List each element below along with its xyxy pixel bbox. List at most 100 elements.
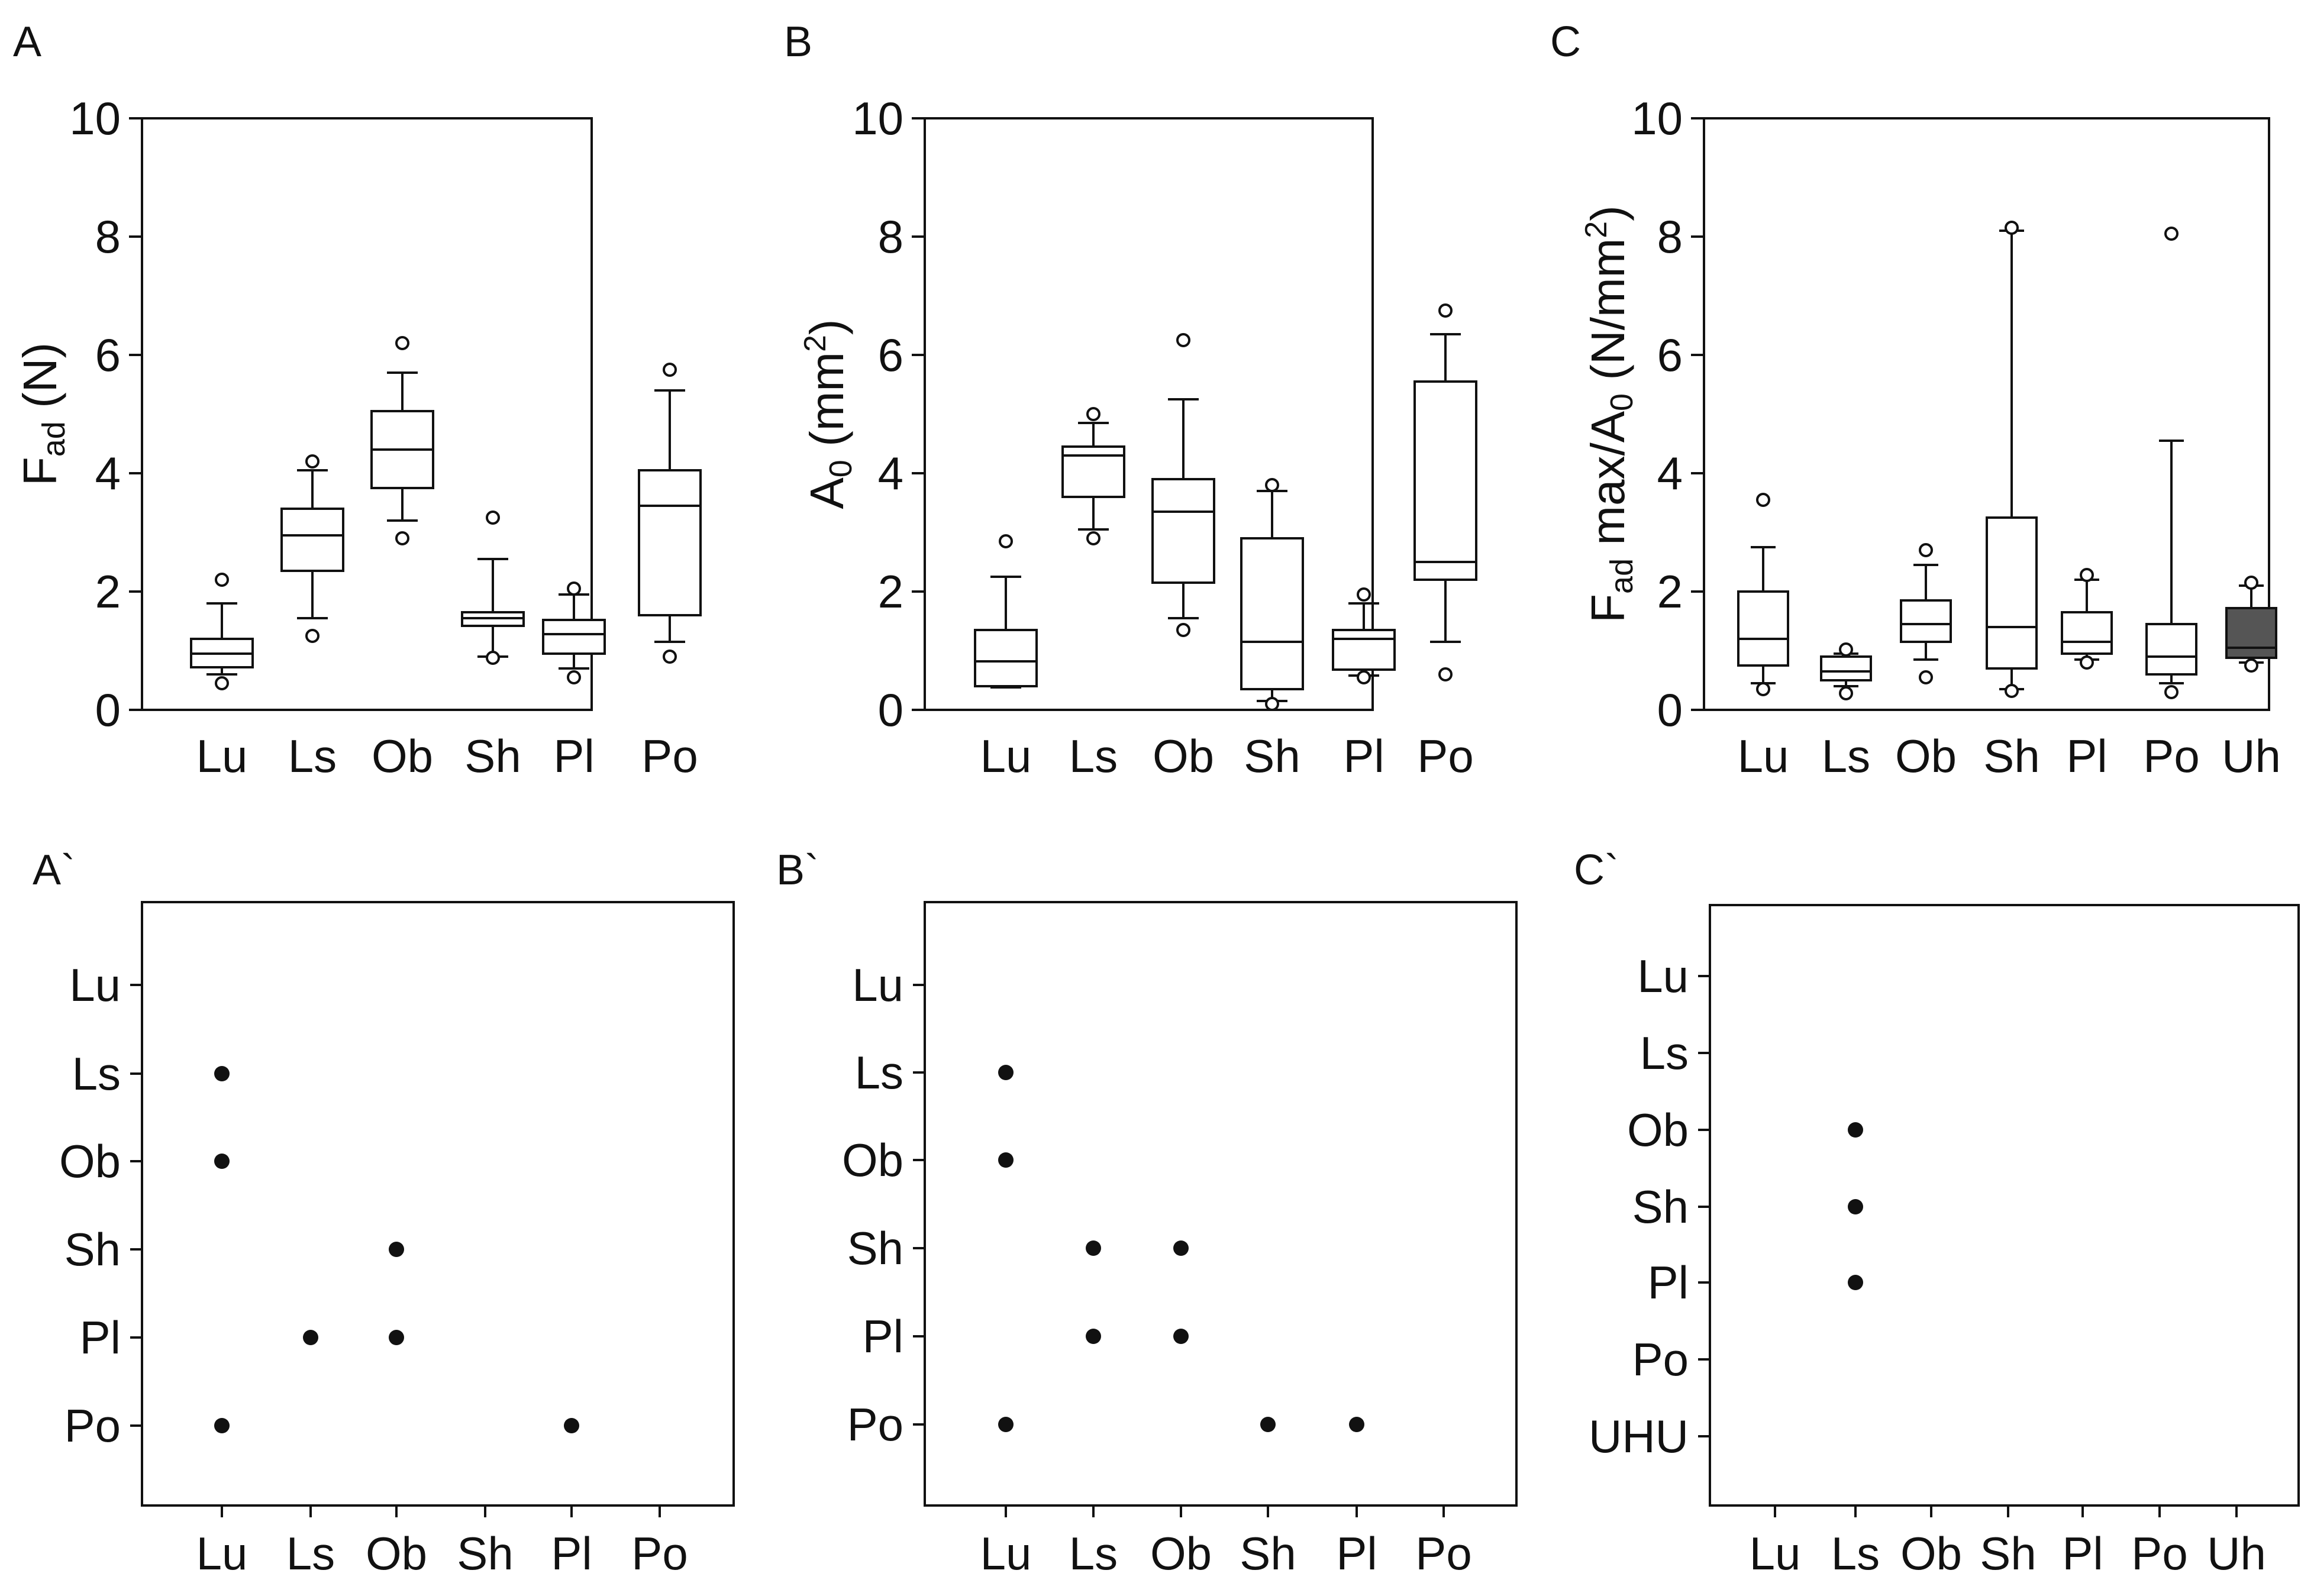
y-tick-label: Po [847,1398,903,1450]
outlier-point [1176,623,1190,637]
x-tick-label: Ob [1900,1527,1962,1579]
outlier-point [1756,682,1770,696]
outlier-point [1839,686,1853,700]
y-axis-label-rest: (N) [14,343,66,421]
x-tick-label: Sh [464,730,521,782]
box-Sh [1240,478,1304,711]
box-Lu [1737,493,1789,696]
x-tick-label: Po [2143,730,2199,782]
y-axis-label-rest2: (N/mm [1582,238,1634,393]
significance-dot [303,1330,318,1345]
significance-dot [389,1330,404,1345]
x-tick-label: Uh [2222,730,2281,782]
outlier-point [1919,670,1933,684]
plot-frame [1703,117,2270,711]
significance-dot [1848,1199,1863,1214]
outlier-point [2164,685,2179,699]
x-tick-label: Lu [980,730,1032,782]
outlier-point [567,670,581,684]
y-tick-label: 0 [95,684,121,736]
y-tick-label: Ls [855,1046,903,1099]
significance-dot [389,1242,404,1257]
significance-dot [998,1417,1014,1432]
box-Ob [370,336,434,545]
box-iqr [1900,599,1952,643]
y-tick-label: Lu [69,959,121,1011]
y-tick-label: 2 [95,566,121,618]
significance-dot [998,1065,1014,1080]
panel-B-prime: B` Lu Ls Ob Sh Pl Po Lu Ls Ob Sh Pl Po [776,847,1518,1579]
box-iqr [1151,478,1215,584]
box-iqr [1986,516,2038,670]
significance-dot [1260,1417,1276,1432]
y-tick-label: 6 [1657,329,1683,381]
x-tick-label: Sh [1983,730,2039,782]
plot-frame [141,117,593,711]
box-iqr [2145,623,2197,676]
y-tick-label: 6 [95,329,121,381]
panel-label: B [784,18,812,66]
box-Lu [190,573,254,690]
outlier-point [1919,543,1933,557]
panel-A-prime: A` Lu Ls Ob Sh Pl Po Lu Ls Ob Sh Pl Po [33,847,735,1579]
y-axis-label-sup: 2 [798,335,832,352]
y-tick-label: 0 [878,684,903,736]
y-tick-label: 8 [1657,211,1683,263]
outlier-point [1357,587,1371,602]
significance-dot [564,1418,579,1433]
y-axis-label-sub: 0 [823,460,859,477]
significance-dot [214,1154,230,1169]
y-axis-label-sup: 2 [1579,221,1613,238]
box-Sh [461,511,525,665]
box-Po [638,363,702,664]
x-tick-label: Sh [1240,1527,1296,1579]
y-tick-label: 10 [852,92,903,144]
box-Ob [1151,333,1215,637]
y-axis-label: Fad (N) [14,343,72,486]
x-tick-label: Po [1417,730,1473,782]
significance-dot [1848,1275,1863,1290]
box-Pl [2061,568,2113,670]
x-tick-label: Lu [1750,1527,1801,1579]
y-tick-label: Po [1632,1333,1689,1385]
y-tick-label: 10 [1631,92,1683,144]
outlier-point [999,534,1013,548]
x-tick-label: Pl [1336,1527,1377,1579]
box-Ls [280,454,344,643]
panel-label: C` [1574,847,1619,894]
y-axis-label-close: ) [801,319,853,335]
y-axis-label-sub: ad [36,421,72,457]
box-iqr [638,469,702,616]
y-tick-label: Po [64,1400,121,1452]
box-Ls [1820,642,1872,700]
x-tick-label: Ob [372,730,433,782]
panel-label: A` [33,847,75,894]
outlier-point [2005,221,2019,235]
y-tick-label: Ls [1640,1027,1689,1079]
x-tick-label: Pl [551,1527,592,1579]
box-iqr [1413,380,1477,581]
outlier-point [2244,576,2258,590]
plot-frame [924,117,1374,711]
y-tick-label: Sh [847,1222,903,1274]
y-tick-label: Ob [842,1134,903,1186]
outlier-point [2080,568,2094,582]
y-axis-label: A0 (mm2) [798,319,859,509]
y-axis-label-main: F [1582,594,1634,623]
outlier-point [215,676,229,690]
x-tick-label: Ob [1150,1527,1212,1579]
outlier-point [1265,478,1279,492]
box-iqr [542,619,606,655]
panel-C-prime: C` Lu Ls Ob Sh Pl Po UHU Lu Ls Ob Sh Pl Po Uh [1574,847,2300,1579]
x-tick-label: Sh [1244,730,1300,782]
y-tick-label: Pl [863,1310,903,1362]
outlier-point [2080,655,2094,670]
box-iqr [1240,537,1304,690]
x-tick-label: Po [641,730,698,782]
y-axis-label: Fad max/A0 (N/mm2) [1579,205,1640,623]
outlier-point [1086,531,1100,545]
x-tick-label: Po [2131,1527,2187,1579]
